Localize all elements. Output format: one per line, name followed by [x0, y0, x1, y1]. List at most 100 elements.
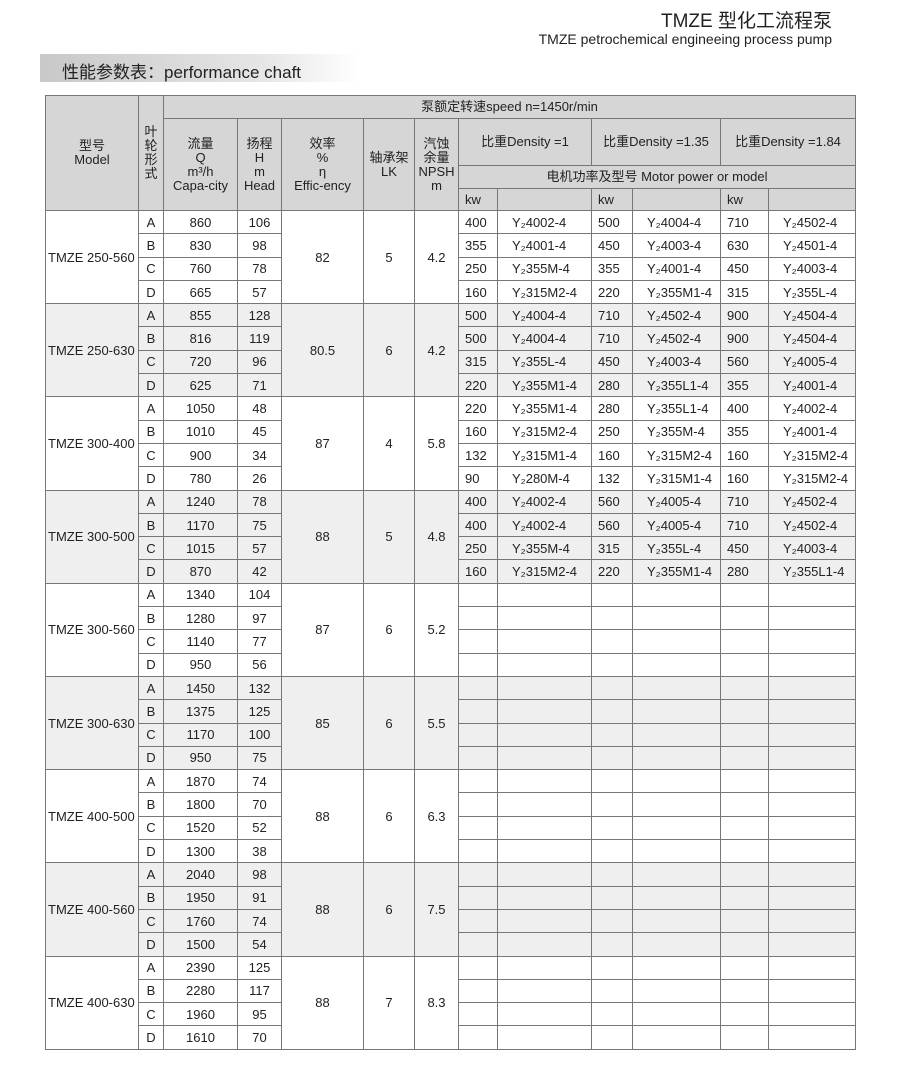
table-row: D 870 42 160 Y₂315M2-4 220 Y₂355M1-4 280 Y₂355L1… — [46, 559, 856, 584]
kw-density-184: 355 — [720, 419, 769, 444]
table-row: TMZE 300-630 A 1450 132 85 6 5.5 — [45, 675, 856, 771]
model-cell: TMZE 300-560 — [45, 582, 139, 677]
kw-density-135 — [591, 629, 633, 654]
model-cell: TMZE 400-630 — [45, 955, 139, 1050]
motor-density-184: Y₂4005-4 — [768, 349, 856, 375]
motor-density-184 — [768, 792, 856, 817]
header-kw: kw — [720, 188, 769, 211]
head-cell: 77 — [237, 629, 282, 654]
kw-density-184 — [720, 978, 769, 1004]
flow-cell: 720 — [163, 349, 238, 375]
efficiency-cell: 87 — [281, 582, 364, 677]
kw-density-184 — [720, 699, 769, 724]
motor-density-135 — [632, 978, 721, 1004]
head-cell: 48 — [237, 396, 282, 421]
motor-density-1 — [497, 606, 592, 631]
flow-cell: 1170 — [163, 512, 238, 538]
motor-density-1 — [497, 815, 592, 841]
head-cell: 91 — [237, 885, 282, 910]
lk-cell: 6 — [363, 582, 415, 677]
table-row: B 1010 45 160 Y₂315M2-4 250 Y₂355M-4 355 Y₂4001-… — [46, 419, 856, 444]
kw-density-135 — [591, 792, 633, 817]
flow-cell: 860 — [163, 209, 238, 235]
head-cell: 52 — [237, 815, 282, 841]
lk-cell: 6 — [363, 769, 415, 864]
motor-density-1 — [497, 745, 592, 771]
kw-density-135: 500 — [591, 209, 633, 235]
motor-density-135: Y₂355L1-4 — [632, 373, 721, 398]
motor-density-135: Y₂4502-4 — [632, 326, 721, 351]
motor-density-1 — [497, 582, 592, 608]
kw-density-135 — [591, 652, 633, 677]
header-model: 型号 Model — [45, 95, 139, 211]
efficiency-cell: 88 — [281, 769, 364, 864]
head-cell: 78 — [237, 256, 282, 281]
motor-density-1: Y₂355L-4 — [497, 349, 592, 375]
motor-density-1 — [497, 932, 592, 957]
kw-density-135 — [591, 722, 633, 747]
kw-density-184: 400 — [720, 396, 769, 421]
kw-density-135 — [591, 582, 633, 608]
kw-density-1: 250 — [458, 256, 498, 281]
head-cell: 98 — [237, 862, 282, 887]
efficiency-cell: 88 — [281, 862, 364, 957]
motor-density-135 — [632, 955, 721, 980]
kw-density-184 — [720, 1025, 769, 1050]
flow-cell: 1050 — [163, 396, 238, 421]
motor-density-1 — [497, 908, 592, 934]
kw-density-184 — [720, 629, 769, 654]
flow-cell: 625 — [163, 373, 238, 398]
model-cell: TMZE 400-560 — [45, 862, 139, 957]
kw-density-135 — [591, 745, 633, 771]
impeller-type: D — [138, 279, 164, 305]
kw-density-1: 220 — [458, 396, 498, 421]
kw-density-135: 132 — [591, 466, 633, 491]
table-row: C 1960 95 — [46, 1002, 856, 1027]
kw-density-1 — [458, 862, 498, 887]
motor-density-184 — [768, 722, 856, 747]
kw-density-135: 280 — [591, 396, 633, 421]
motor-density-184: Y₂4504-4 — [768, 326, 856, 351]
motor-density-135 — [632, 629, 721, 654]
kw-density-184 — [720, 932, 769, 957]
kw-density-184: 710 — [720, 489, 769, 514]
kw-density-135 — [591, 955, 633, 980]
head-cell: 42 — [237, 559, 282, 584]
section-title: 性能参数表：performance chaft — [62, 63, 302, 82]
table-row: C 900 34 132 Y₂315M1-4 160 Y₂315M2-4 160 Y₂315M2… — [46, 442, 856, 468]
flow-cell: 2280 — [163, 978, 238, 1004]
kw-density-184 — [720, 862, 769, 887]
table-row: TMZE 300-500 A 1240 78 88 5 4.8 400 Y₂4002-4 560 Y… — [45, 489, 856, 584]
head-cell: 34 — [237, 442, 282, 468]
efficiency-cell: 85 — [281, 675, 364, 771]
kw-density-135: 160 — [591, 442, 633, 468]
motor-density-1 — [497, 839, 592, 864]
impeller-type: C — [138, 722, 164, 747]
kw-density-184 — [720, 815, 769, 841]
motor-density-184: Y₂355L1-4 — [768, 559, 856, 584]
motor-density-135: Y₂4502-4 — [632, 303, 721, 328]
head-cell: 106 — [237, 209, 282, 235]
model-cell: TMZE 250-560 — [45, 209, 139, 305]
flow-cell: 2390 — [163, 955, 238, 980]
motor-density-135: Y₂4004-4 — [632, 209, 721, 235]
section-banner: 性能参数表：performance chaft — [40, 54, 360, 82]
motor-density-184 — [768, 629, 856, 654]
impeller-type: C — [138, 629, 164, 654]
kw-density-135 — [591, 675, 633, 701]
motor-density-184 — [768, 955, 856, 980]
flow-cell: 950 — [163, 745, 238, 771]
head-cell: 57 — [237, 279, 282, 305]
table-row: TMZE 300-560 A 1340 104 87 6 5.2 — [45, 582, 856, 677]
motor-density-1: Y₂4002-4 — [497, 209, 592, 235]
motor-density-1: Y₂4001-4 — [497, 233, 592, 258]
kw-density-135: 450 — [591, 349, 633, 375]
head-cell: 54 — [237, 932, 282, 957]
kw-density-1: 315 — [458, 349, 498, 375]
motor-density-184 — [768, 815, 856, 841]
impeller-type: D — [138, 466, 164, 491]
impeller-type: D — [138, 932, 164, 957]
head-cell: 96 — [237, 349, 282, 375]
model-cell: TMZE 300-400 — [45, 396, 139, 491]
head-cell: 125 — [237, 699, 282, 724]
